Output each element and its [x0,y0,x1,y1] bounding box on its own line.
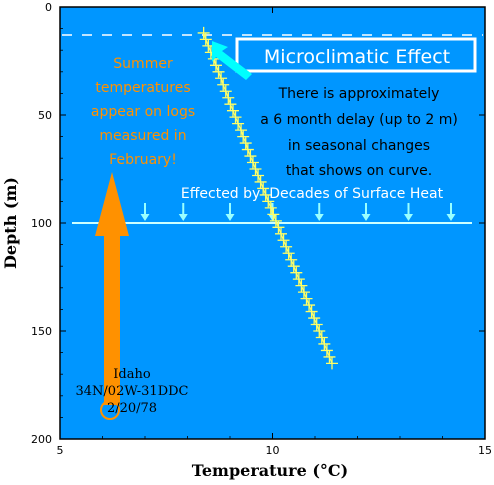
data-point-48 [318,337,331,350]
summer-line-2: temperatures [95,80,190,96]
data-point-32 [277,234,290,247]
data-point-26 [262,195,275,208]
x-axis-label: Temperature (°C) [192,461,348,480]
y-tick-label-3: 150 [31,325,52,338]
x-tick-label-1: 10 [266,444,280,457]
y-tick-label-2: 100 [31,217,52,230]
heat-arrow-head-1 [140,214,150,221]
data-point-22 [252,169,265,182]
data-point-14 [232,117,245,130]
temperature-profile-series [197,26,338,370]
microclimatic-box [235,37,477,73]
surface-heat-label: Effected by Decades of Surface Heat [181,186,444,202]
well-marker-circle [100,400,120,420]
data-point-34 [282,247,295,260]
heat-arrow-head-2 [178,214,188,221]
data-point-47 [315,331,328,344]
data-point-37 [290,266,303,279]
surface-heat-arrows [110,203,456,221]
data-point-28 [267,208,280,221]
summer-arrow-head [95,172,129,236]
data-point-17 [239,137,252,150]
data-point-40 [297,286,310,299]
summer-arrow-shaft [104,235,120,405]
data-point-13 [229,111,242,124]
delay-line-1: There is approximately [278,86,440,102]
heat-arrow-head-5 [314,214,324,221]
data-point-20 [246,156,259,169]
data-point-31 [275,227,287,240]
data-point-45 [310,318,323,331]
data-point-8 [217,78,230,91]
data-point-5 [209,59,222,72]
microclimatic-arrow [212,41,252,80]
series-line [203,32,333,364]
data-point-29 [269,214,282,227]
summer-line-3: appear on logs [91,104,195,120]
data-point-50 [323,350,336,363]
data-point-30 [272,221,285,234]
delay-line-2: a 6 month delay (up to 2 m) [260,112,458,128]
heat-arrow-head-6 [361,214,371,221]
data-point-16 [237,130,250,143]
data-point-1 [199,33,212,46]
microclimatic-label: Microclimatic Effect [264,46,450,68]
heat-arrow-head-4 [268,214,277,221]
well-label-location: 34N/02W-31DDC [76,384,189,399]
summer-line-5: February! [109,152,177,168]
heat-arrow-head-7 [404,214,413,221]
data-point-12 [226,104,239,117]
data-point-9 [219,85,232,98]
data-point-18 [241,143,254,156]
data-point-49 [320,344,333,357]
data-point-19 [244,150,257,163]
data-point-11 [224,98,237,111]
x-tick-label-0: 5 [57,444,64,457]
data-point-51 [326,357,338,370]
y-tick-label-0: 0 [45,1,52,14]
data-point-41 [300,292,313,305]
data-point-33 [280,240,293,253]
data-point-7 [215,72,228,85]
heat-arrow-head-3 [225,214,235,221]
data-point-21 [249,163,262,175]
data-point-46 [313,325,326,337]
data-point-44 [308,312,321,325]
data-point-35 [285,253,298,266]
data-point-25 [259,188,272,201]
data-point-43 [305,305,318,318]
summer-line-1: Summer [113,56,173,72]
data-point-24 [257,182,270,195]
data-point-39 [295,279,308,292]
y-tick-label-1: 50 [38,109,52,122]
y-tick-label-4: 200 [31,433,52,446]
data-point-42 [303,299,316,312]
data-point-38 [292,273,305,286]
delay-line-4: that shows on curve. [286,163,432,179]
heat-arrow-head-8 [446,214,456,221]
data-point-0 [197,26,210,39]
y-axis-label: Depth (m) [1,177,20,269]
well-label-date: 2/20/78 [107,401,157,416]
data-point-10 [222,91,235,104]
data-point-23 [254,175,267,188]
data-point-27 [264,201,277,214]
well-label-state: Idaho [113,367,151,382]
delay-line-3: in seasonal changes [288,138,430,154]
data-point-36 [287,260,300,273]
data-point-15 [235,124,248,137]
data-point-6 [212,65,225,78]
summer-line-4: measured in [99,128,186,144]
x-tick-label-2: 15 [478,444,492,457]
